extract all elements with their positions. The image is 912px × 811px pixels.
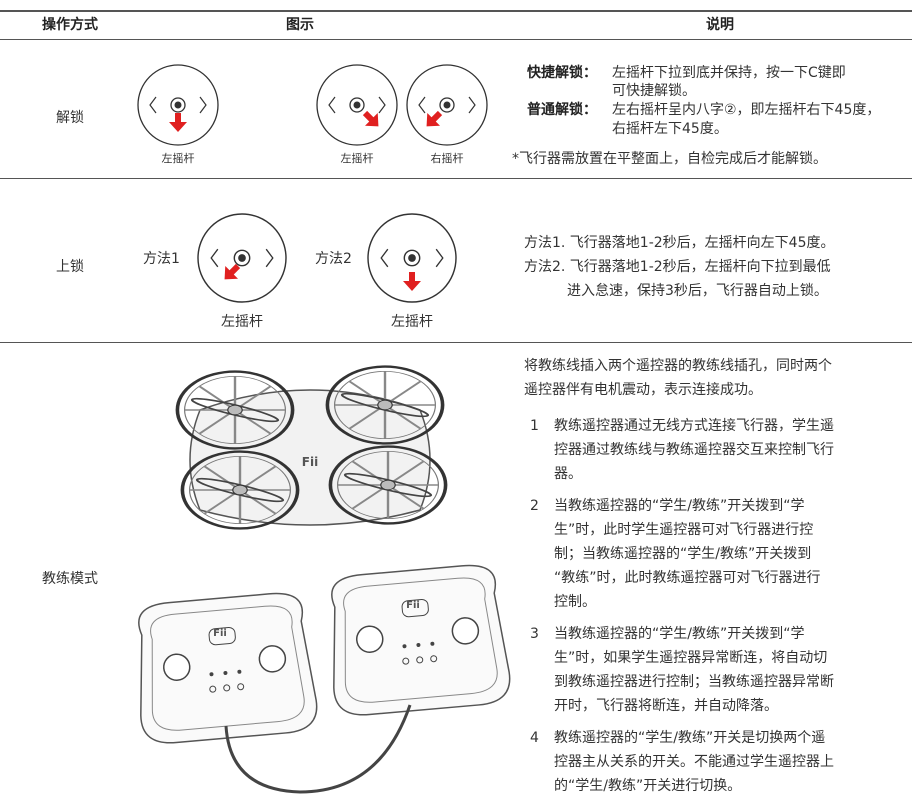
text: 左摇杆下拉到底并保持，按一下C键即 bbox=[612, 65, 846, 81]
item-number: 1 bbox=[530, 418, 539, 434]
logo: Fii bbox=[406, 600, 420, 611]
text: 右摇杆左下45度。 bbox=[612, 121, 728, 137]
text: 遥控器伴有电机震动，表示连接成功。 bbox=[524, 382, 762, 398]
text: 当教练遥控器的“学生/教练”开关拨到“学 bbox=[554, 498, 805, 514]
method: 方法1 bbox=[143, 251, 180, 267]
item-number: 4 bbox=[530, 730, 539, 746]
text: 控器通过教练线与教练遥控器交互来控制飞行 bbox=[554, 442, 834, 458]
rule bbox=[0, 178, 912, 179]
term: 快捷解锁： bbox=[527, 65, 597, 81]
text: 控器主从关系的开关。不能通过学生遥控器上 bbox=[554, 754, 834, 770]
rule bbox=[0, 342, 912, 343]
row-label: 上锁 bbox=[56, 259, 84, 275]
caption: 左摇杆 bbox=[340, 152, 374, 165]
caption: 左摇杆 bbox=[391, 314, 433, 330]
row-label: 解锁 bbox=[56, 110, 84, 126]
caption: 左摇杆 bbox=[221, 314, 263, 330]
note: *飞行器需放置在平整面上，自检完成后才能解锁。 bbox=[512, 151, 827, 167]
text: 开时，飞行器将断连，并自动降落。 bbox=[554, 698, 778, 714]
item-number: 3 bbox=[530, 626, 539, 642]
text: 生”时，此时学生遥控器可对飞行器进行控 bbox=[554, 522, 814, 538]
text: “教练”时，此时教练遥控器可对飞行器进行 bbox=[554, 570, 821, 586]
header-cell: 说明 bbox=[706, 17, 734, 33]
text: 将教练线插入两个遥控器的教练线插孔，同时两个 bbox=[524, 358, 832, 374]
text: 教练遥控器通过无线方式连接飞行器，学生遥 bbox=[554, 418, 834, 434]
text: 教练遥控器的“学生/教练”开关是切换两个遥 bbox=[554, 730, 826, 746]
text: 方法2. 飞行器落地1-2秒后，左摇杆向下拉到最低 bbox=[524, 259, 831, 275]
text: 到教练遥控器进行控制；当教练遥控器异常断 bbox=[554, 674, 834, 690]
caption: 左摇杆 bbox=[161, 152, 195, 165]
text: 可快捷解锁。 bbox=[612, 83, 696, 99]
method: 方法2 bbox=[315, 251, 352, 267]
text: 方法1. 飞行器落地1-2秒后，左摇杆向左下45度。 bbox=[524, 235, 835, 251]
text: 控制。 bbox=[554, 594, 596, 610]
logo: Fii bbox=[213, 628, 227, 639]
rule bbox=[0, 10, 912, 12]
logo: Fii bbox=[302, 455, 318, 469]
item-number: 2 bbox=[530, 498, 539, 514]
text: 制；当教练遥控器的“学生/教练”开关拨到 bbox=[554, 546, 812, 562]
text: 当教练遥控器的“学生/教练”开关拨到“学 bbox=[554, 626, 805, 642]
text: 左右摇杆呈内八字②，即左摇杆右下45度， bbox=[612, 102, 881, 118]
text: 的“学生/教练”开关进行切换。 bbox=[554, 778, 742, 794]
row-label: 教练模式 bbox=[42, 571, 98, 587]
header-cell: 图示 bbox=[286, 17, 314, 33]
text: 器。 bbox=[554, 466, 582, 482]
caption: 右摇杆 bbox=[430, 152, 464, 165]
rule bbox=[0, 39, 912, 40]
term: 普通解锁： bbox=[527, 102, 597, 118]
header-cell: 操作方式 bbox=[42, 17, 98, 33]
text: 生”时，如果学生遥控器异常断连，将自动切 bbox=[554, 650, 828, 666]
text: 进入怠速，保持3秒后，飞行器自动上锁。 bbox=[567, 283, 828, 299]
